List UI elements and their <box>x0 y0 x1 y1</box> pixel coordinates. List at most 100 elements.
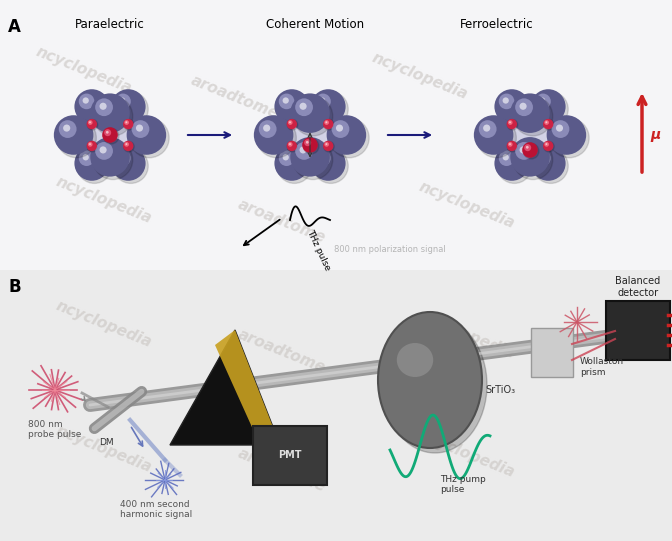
Circle shape <box>123 141 134 151</box>
Circle shape <box>293 96 333 136</box>
Text: THz pulse: THz pulse <box>304 228 331 272</box>
Circle shape <box>114 149 149 183</box>
Circle shape <box>515 98 533 116</box>
Circle shape <box>319 97 325 104</box>
Polygon shape <box>215 330 280 445</box>
Circle shape <box>311 89 345 124</box>
Circle shape <box>277 92 312 127</box>
Text: 400 nm second
harmonic signal: 400 nm second harmonic signal <box>120 500 192 519</box>
Circle shape <box>286 141 297 151</box>
Circle shape <box>257 118 296 158</box>
Circle shape <box>306 141 308 144</box>
Text: 800 nm polarization signal: 800 nm polarization signal <box>334 246 446 254</box>
Circle shape <box>279 150 294 166</box>
Text: ncyclopedia: ncyclopedia <box>417 428 517 480</box>
Text: ncyclopedia: ncyclopedia <box>417 180 517 232</box>
Circle shape <box>304 139 311 146</box>
Circle shape <box>99 147 107 154</box>
Circle shape <box>531 146 566 181</box>
Circle shape <box>75 89 109 124</box>
Circle shape <box>552 120 569 138</box>
Circle shape <box>126 121 127 123</box>
Circle shape <box>327 115 366 155</box>
Circle shape <box>290 94 330 133</box>
Circle shape <box>123 119 134 129</box>
Circle shape <box>331 120 349 138</box>
Circle shape <box>300 147 306 154</box>
Circle shape <box>483 124 491 131</box>
Circle shape <box>336 124 343 131</box>
Circle shape <box>83 154 89 161</box>
Circle shape <box>89 121 91 123</box>
Circle shape <box>556 124 563 131</box>
Ellipse shape <box>378 312 482 448</box>
Circle shape <box>283 97 289 104</box>
Circle shape <box>119 154 125 161</box>
Circle shape <box>111 146 146 181</box>
Circle shape <box>63 124 71 131</box>
Circle shape <box>311 146 345 181</box>
Circle shape <box>510 137 550 176</box>
Text: SrTiO₃: SrTiO₃ <box>485 385 515 395</box>
Circle shape <box>279 94 294 109</box>
Circle shape <box>79 150 94 166</box>
Circle shape <box>508 142 513 147</box>
Circle shape <box>513 96 553 136</box>
Circle shape <box>119 97 125 104</box>
Circle shape <box>497 92 532 127</box>
Circle shape <box>77 149 112 183</box>
Circle shape <box>115 150 131 166</box>
Circle shape <box>325 120 329 125</box>
Circle shape <box>325 121 327 123</box>
Text: THz pump
pulse: THz pump pulse <box>440 475 486 494</box>
Circle shape <box>524 144 531 151</box>
Text: B: B <box>8 278 21 296</box>
Circle shape <box>290 137 330 176</box>
Circle shape <box>499 150 514 166</box>
Circle shape <box>114 92 149 127</box>
Circle shape <box>254 115 294 155</box>
Circle shape <box>93 96 133 136</box>
Circle shape <box>289 121 291 123</box>
Circle shape <box>124 142 134 152</box>
Circle shape <box>315 150 331 166</box>
Circle shape <box>263 124 270 131</box>
Text: Wollaston
prism: Wollaston prism <box>580 357 624 377</box>
Circle shape <box>77 92 112 127</box>
Circle shape <box>503 154 509 161</box>
Circle shape <box>87 142 98 152</box>
Circle shape <box>87 119 97 129</box>
Circle shape <box>323 141 333 151</box>
Circle shape <box>90 94 130 133</box>
Text: aroadtome: aroadtome <box>235 446 327 495</box>
Circle shape <box>329 118 369 158</box>
Circle shape <box>288 120 298 130</box>
Circle shape <box>99 103 107 110</box>
Circle shape <box>303 138 319 154</box>
Circle shape <box>543 141 554 151</box>
Polygon shape <box>74 113 146 157</box>
Circle shape <box>295 98 313 116</box>
Circle shape <box>102 127 118 143</box>
Circle shape <box>104 129 111 136</box>
Circle shape <box>274 146 309 181</box>
Circle shape <box>507 142 518 152</box>
Circle shape <box>88 142 93 147</box>
Ellipse shape <box>396 343 433 377</box>
Circle shape <box>474 115 513 155</box>
Circle shape <box>534 149 569 183</box>
Circle shape <box>535 150 551 166</box>
Text: ncyclopedia: ncyclopedia <box>54 423 154 475</box>
Circle shape <box>497 149 532 183</box>
Circle shape <box>95 98 113 116</box>
Circle shape <box>477 118 516 158</box>
Circle shape <box>75 146 109 181</box>
Circle shape <box>124 120 129 125</box>
Circle shape <box>289 143 291 145</box>
Circle shape <box>288 120 292 125</box>
Circle shape <box>535 94 551 109</box>
Circle shape <box>546 121 547 123</box>
Circle shape <box>87 141 97 151</box>
Circle shape <box>57 118 96 158</box>
Circle shape <box>478 120 497 138</box>
